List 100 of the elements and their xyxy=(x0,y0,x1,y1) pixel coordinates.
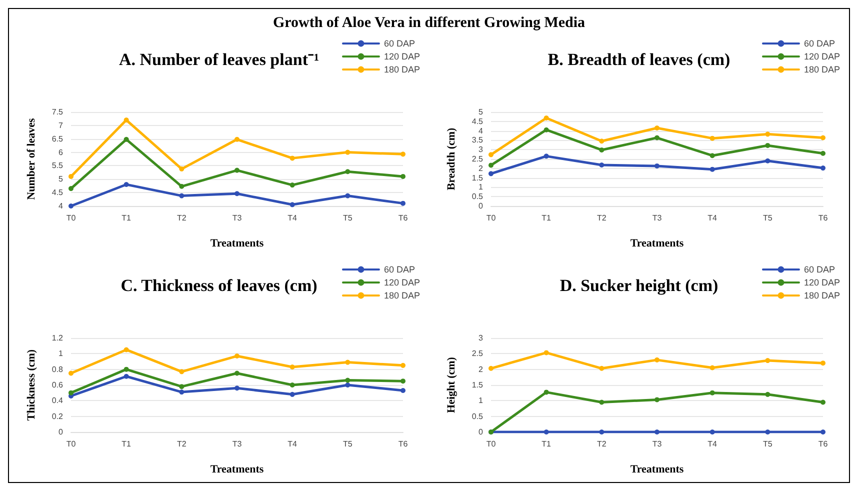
point xyxy=(544,116,549,121)
point xyxy=(345,378,350,383)
x-tick-label: T3 xyxy=(232,440,242,448)
point xyxy=(710,166,715,172)
point xyxy=(710,136,715,141)
legend-label: 180 DAP xyxy=(804,290,840,300)
point xyxy=(599,147,604,152)
y-tick-label: 4 xyxy=(478,126,484,136)
point xyxy=(654,163,660,168)
point xyxy=(68,186,74,192)
text: Growth of Aloe Vera in different Growing Media xyxy=(272,14,586,32)
legend-label: 180 DAP xyxy=(804,64,840,74)
y-tick-label: 0.2 xyxy=(52,412,64,421)
y-tick-label: 0.5 xyxy=(472,192,484,202)
y-tick-label: 0.4 xyxy=(52,396,64,406)
point xyxy=(68,204,74,208)
point xyxy=(400,388,406,393)
point xyxy=(400,174,406,179)
point xyxy=(400,152,406,157)
y-tick-label: 6 xyxy=(58,148,64,157)
point xyxy=(488,152,494,158)
y-tick-label: 1.5 xyxy=(472,380,484,390)
x-tick-label: T3 xyxy=(652,214,662,222)
point xyxy=(599,366,604,371)
y-tick-label: 3.5 xyxy=(472,136,484,145)
x-tick-label: T6 xyxy=(818,440,828,448)
point xyxy=(710,153,715,158)
point xyxy=(68,390,74,396)
y-tick-label: 2.5 xyxy=(472,349,484,358)
x-tick-label: T5 xyxy=(762,440,773,448)
point xyxy=(488,366,494,371)
y-tick-label: 6.5 xyxy=(52,134,64,144)
x-tick-label: T0 xyxy=(486,440,496,448)
chart-title: D. Sucker height (cm) xyxy=(560,276,718,295)
y-axis-title: Height (cm) xyxy=(446,356,458,413)
point xyxy=(124,182,129,188)
point xyxy=(654,125,660,130)
x-tick-label: T3 xyxy=(232,214,242,222)
point xyxy=(234,168,240,173)
chart-title: A. Number of leaves plant⁻¹ xyxy=(118,50,320,69)
point xyxy=(345,150,350,155)
y-tick-label: 7.5 xyxy=(52,108,64,116)
point xyxy=(544,154,549,159)
point xyxy=(544,390,549,395)
point xyxy=(290,156,295,161)
x-tick-label: T3 xyxy=(652,440,662,448)
x-tick-label: T2 xyxy=(596,440,607,448)
legend-label: 180 DAP xyxy=(384,290,420,300)
legend-label: 60 DAP xyxy=(384,38,416,48)
point xyxy=(68,370,74,376)
point xyxy=(234,370,240,376)
point xyxy=(488,171,494,176)
point xyxy=(654,397,660,402)
point xyxy=(124,118,129,123)
x-tick-label: T1 xyxy=(122,214,132,222)
legend-label: 60 DAP xyxy=(384,264,416,274)
x-tick-label: T4 xyxy=(288,214,298,222)
y-axis-title: Number of leaves xyxy=(26,117,38,200)
y-tick-label: 0.6 xyxy=(52,380,64,390)
y-tick-label: 4 xyxy=(58,202,64,210)
x-axis-title: Treatments xyxy=(210,464,264,476)
point xyxy=(488,162,494,168)
y-tick-label: 1 xyxy=(478,182,484,192)
point xyxy=(179,369,184,374)
y-tick-label: 1.2 xyxy=(52,334,64,342)
y-tick-label: 1 xyxy=(478,396,484,406)
point xyxy=(179,193,184,198)
legend-label: 120 DAP xyxy=(384,278,420,288)
x-axis-title: Treatments xyxy=(210,238,264,250)
x-axis-title: Treatments xyxy=(630,238,684,250)
point xyxy=(820,400,826,405)
point xyxy=(710,365,715,370)
point xyxy=(820,360,826,366)
point xyxy=(290,392,295,397)
x-tick-label: T5 xyxy=(762,214,773,222)
x-tick-label: T2 xyxy=(176,440,187,448)
point xyxy=(765,158,770,164)
point xyxy=(599,162,604,168)
point xyxy=(544,350,549,356)
point xyxy=(68,174,74,179)
legend-label: 60 DAP xyxy=(804,38,836,48)
y-tick-label: 5.5 xyxy=(52,161,64,170)
x-tick-label: T5 xyxy=(342,214,353,222)
x-tick-label: T4 xyxy=(708,214,718,222)
point xyxy=(234,136,240,142)
y-tick-label: 2 xyxy=(478,364,484,374)
y-tick-label: 0.8 xyxy=(52,364,64,374)
point xyxy=(765,142,770,148)
x-tick-label: T6 xyxy=(818,214,828,222)
point xyxy=(820,166,826,171)
point xyxy=(710,390,715,396)
legend-label: 120 DAP xyxy=(384,52,420,62)
y-tick-label: 3 xyxy=(478,334,484,342)
x-tick-label: T2 xyxy=(176,214,187,222)
point xyxy=(820,135,826,140)
point xyxy=(179,184,184,189)
chart-title: B. Breadth of leaves (cm) xyxy=(548,50,730,69)
point xyxy=(124,136,129,142)
x-tick-label: T6 xyxy=(398,214,408,222)
point xyxy=(654,430,660,434)
